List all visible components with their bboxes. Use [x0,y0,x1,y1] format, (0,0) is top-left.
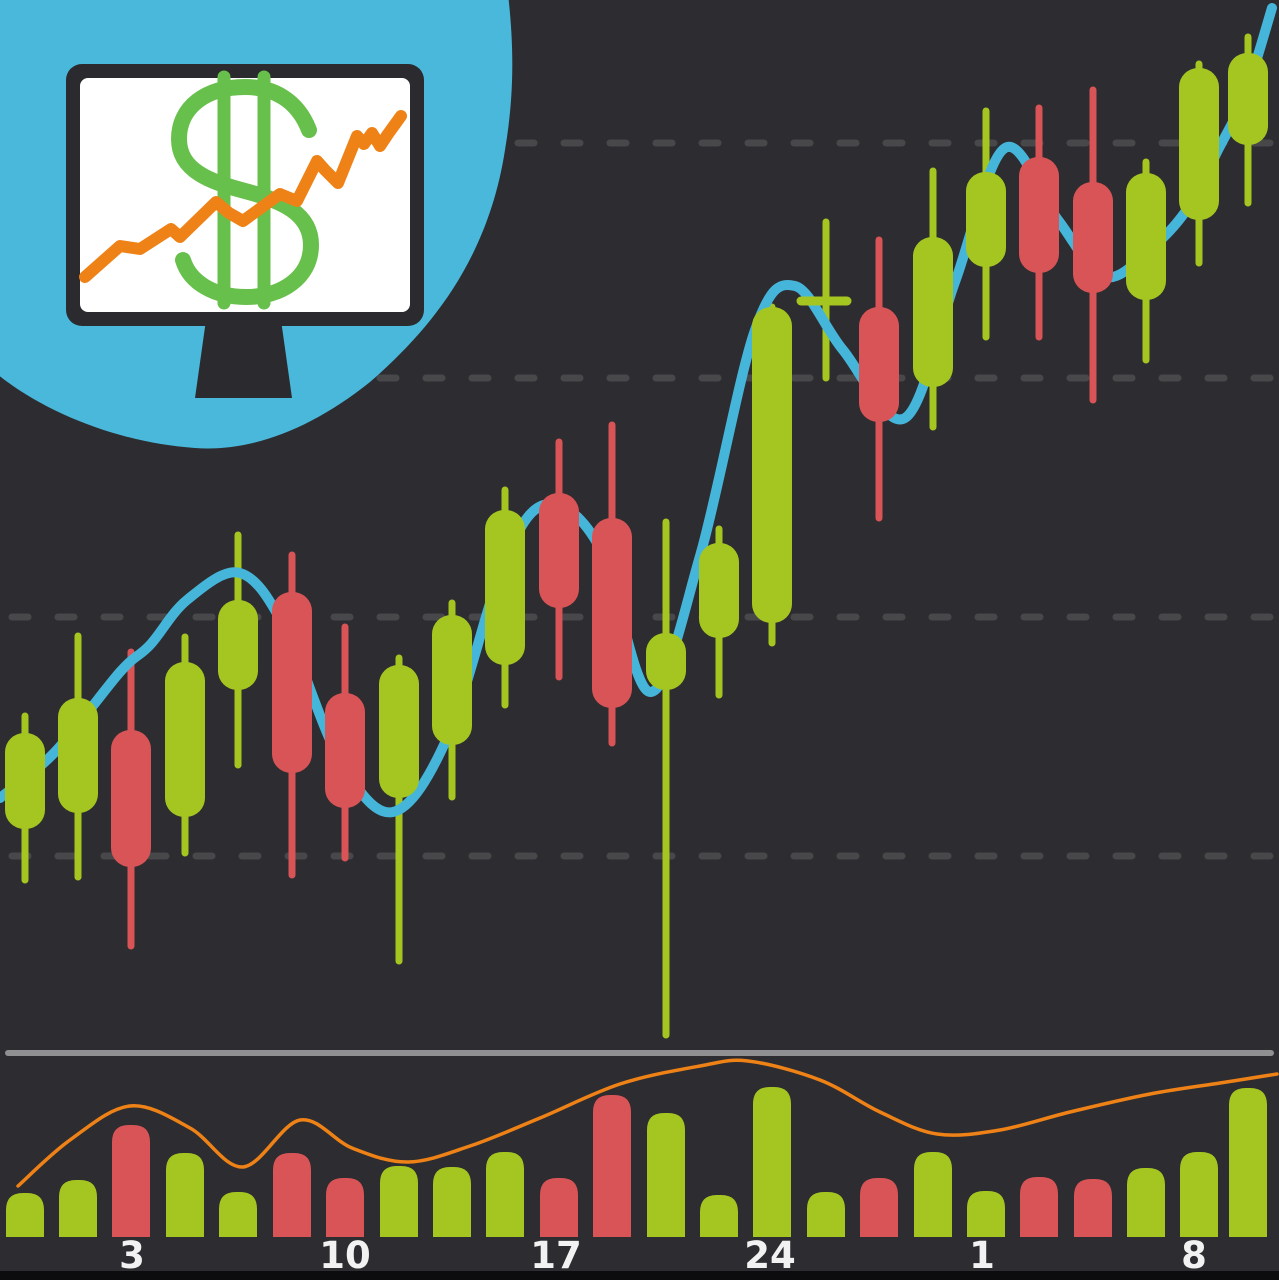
x-axis-label: 17 [530,1234,582,1277]
x-axis-label: 10 [319,1234,371,1277]
x-axis-label: 8 [1181,1234,1207,1277]
candle-body [646,633,686,690]
candle-body [1073,182,1113,293]
volume-bar [914,1152,952,1237]
candle-body [272,592,312,773]
candle-body [913,237,953,387]
volume-bar [326,1178,364,1237]
volume-bar [486,1152,524,1237]
candle-body [1179,68,1219,220]
volume-bar [860,1178,898,1237]
dollar-icon [170,70,320,310]
candle-body [218,600,258,690]
candle-body [539,493,579,608]
x-axis-label: 1 [969,1234,995,1277]
volume-average-line [16,1058,1279,1188]
gridlines [8,139,1279,860]
volume-bar [112,1125,150,1237]
volume-bar [700,1195,738,1237]
market-badge [0,0,513,449]
candle-body [1019,157,1059,273]
monitor-stand [195,320,292,398]
candle-body [859,307,899,422]
volume-bar [1127,1168,1165,1237]
volume-bar [540,1178,578,1237]
volume-bar [273,1153,311,1237]
candle-body [966,172,1006,267]
volume-bar [433,1167,471,1237]
candle-body [325,693,365,808]
candle-body [379,665,419,798]
volume-bar [1074,1179,1112,1237]
candle-body [1228,53,1268,145]
candle-body [592,518,632,708]
candle-body [752,307,792,623]
volume-bar [647,1113,685,1237]
candle-body [165,662,205,817]
volume-bar [1020,1177,1058,1237]
volume-bar [380,1166,418,1237]
candle-body [485,510,525,665]
candle-body [699,543,739,638]
candle-body [111,730,151,867]
candle-bodies [5,53,1268,867]
x-axis-label: 24 [744,1234,796,1277]
volume-bar [6,1193,44,1237]
volume-bar [1229,1088,1267,1237]
volume-bar [807,1192,845,1237]
candle-body [432,615,472,745]
volume-bar [219,1192,257,1237]
volume-bar [967,1191,1005,1237]
bottom-edge-strip [0,1271,1279,1280]
x-axis-label: 3 [119,1234,145,1277]
volume-bar [1180,1152,1218,1237]
volume-bar [166,1153,204,1237]
candle-body [5,733,45,829]
volume-bar [59,1180,97,1237]
x-axis: 3 10 17 24 1 8 [119,1234,1207,1277]
trend-up-icon [79,110,407,283]
candle-body [1126,173,1166,300]
dollar-s-curve [170,78,320,306]
volume-bar [593,1095,631,1237]
volume-panel [6,1058,1279,1237]
candlestick-panel [0,3,1277,1039]
volume-bar [753,1087,791,1237]
candle-body [58,698,98,813]
